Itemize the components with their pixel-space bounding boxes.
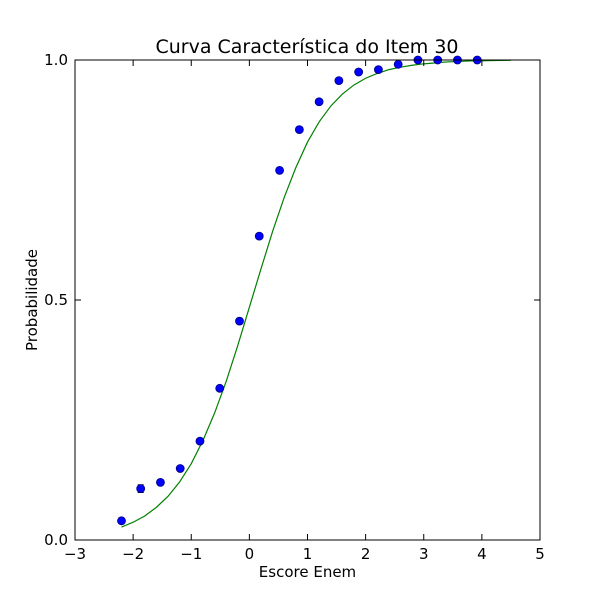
- x-tick-label: 4: [477, 545, 487, 563]
- x-axis-label: Escore Enem: [259, 563, 356, 581]
- y-tick-label: 1.0: [44, 51, 68, 69]
- data-point: [393, 59, 403, 69]
- y-axis-label: Probabilidade: [23, 249, 41, 351]
- data-point: [314, 97, 324, 107]
- y-tick-label: 0.5: [44, 291, 68, 309]
- data-point-group: [235, 316, 244, 326]
- x-tick-label: 5: [535, 545, 545, 563]
- data-point-group: [294, 125, 304, 135]
- data-point: [156, 477, 165, 487]
- data-point: [117, 516, 126, 526]
- x-tick-label: −2: [122, 545, 144, 563]
- data-point: [374, 65, 383, 74]
- data-point: [235, 316, 244, 326]
- data-point: [334, 76, 344, 86]
- data-point-group: [354, 67, 364, 77]
- plot-area: [117, 55, 511, 528]
- chart-title: Curva Característica do Item 30: [155, 36, 458, 58]
- data-point-group: [254, 231, 264, 241]
- data-point-group: [374, 65, 383, 74]
- x-tick-label: 0: [245, 545, 255, 563]
- x-tick-label: −3: [64, 545, 86, 563]
- data-point: [175, 464, 185, 473]
- data-point-group: [393, 59, 403, 69]
- plot-frame: [74, 59, 541, 541]
- data-point-group: [215, 383, 225, 393]
- data-point: [215, 383, 225, 393]
- x-tick-label: 3: [419, 545, 429, 563]
- data-point-group: [117, 516, 126, 526]
- data-point: [136, 484, 146, 494]
- x-tick-label: 2: [361, 545, 371, 563]
- data-point-group: [314, 97, 324, 107]
- x-tick-label: 1: [303, 545, 313, 563]
- y-tick-label: 0.0: [44, 531, 68, 549]
- data-point: [294, 125, 304, 135]
- data-point: [275, 165, 285, 175]
- data-point: [195, 436, 205, 446]
- x-tick-label: −1: [180, 545, 202, 563]
- data-point-group: [275, 165, 285, 175]
- data-point-group: [175, 464, 185, 473]
- data-point-group: [156, 477, 165, 487]
- data-point-group: [136, 484, 146, 494]
- data-point-group: [334, 76, 344, 86]
- data-point: [354, 67, 364, 77]
- data-point: [254, 231, 264, 241]
- data-point-group: [195, 436, 205, 446]
